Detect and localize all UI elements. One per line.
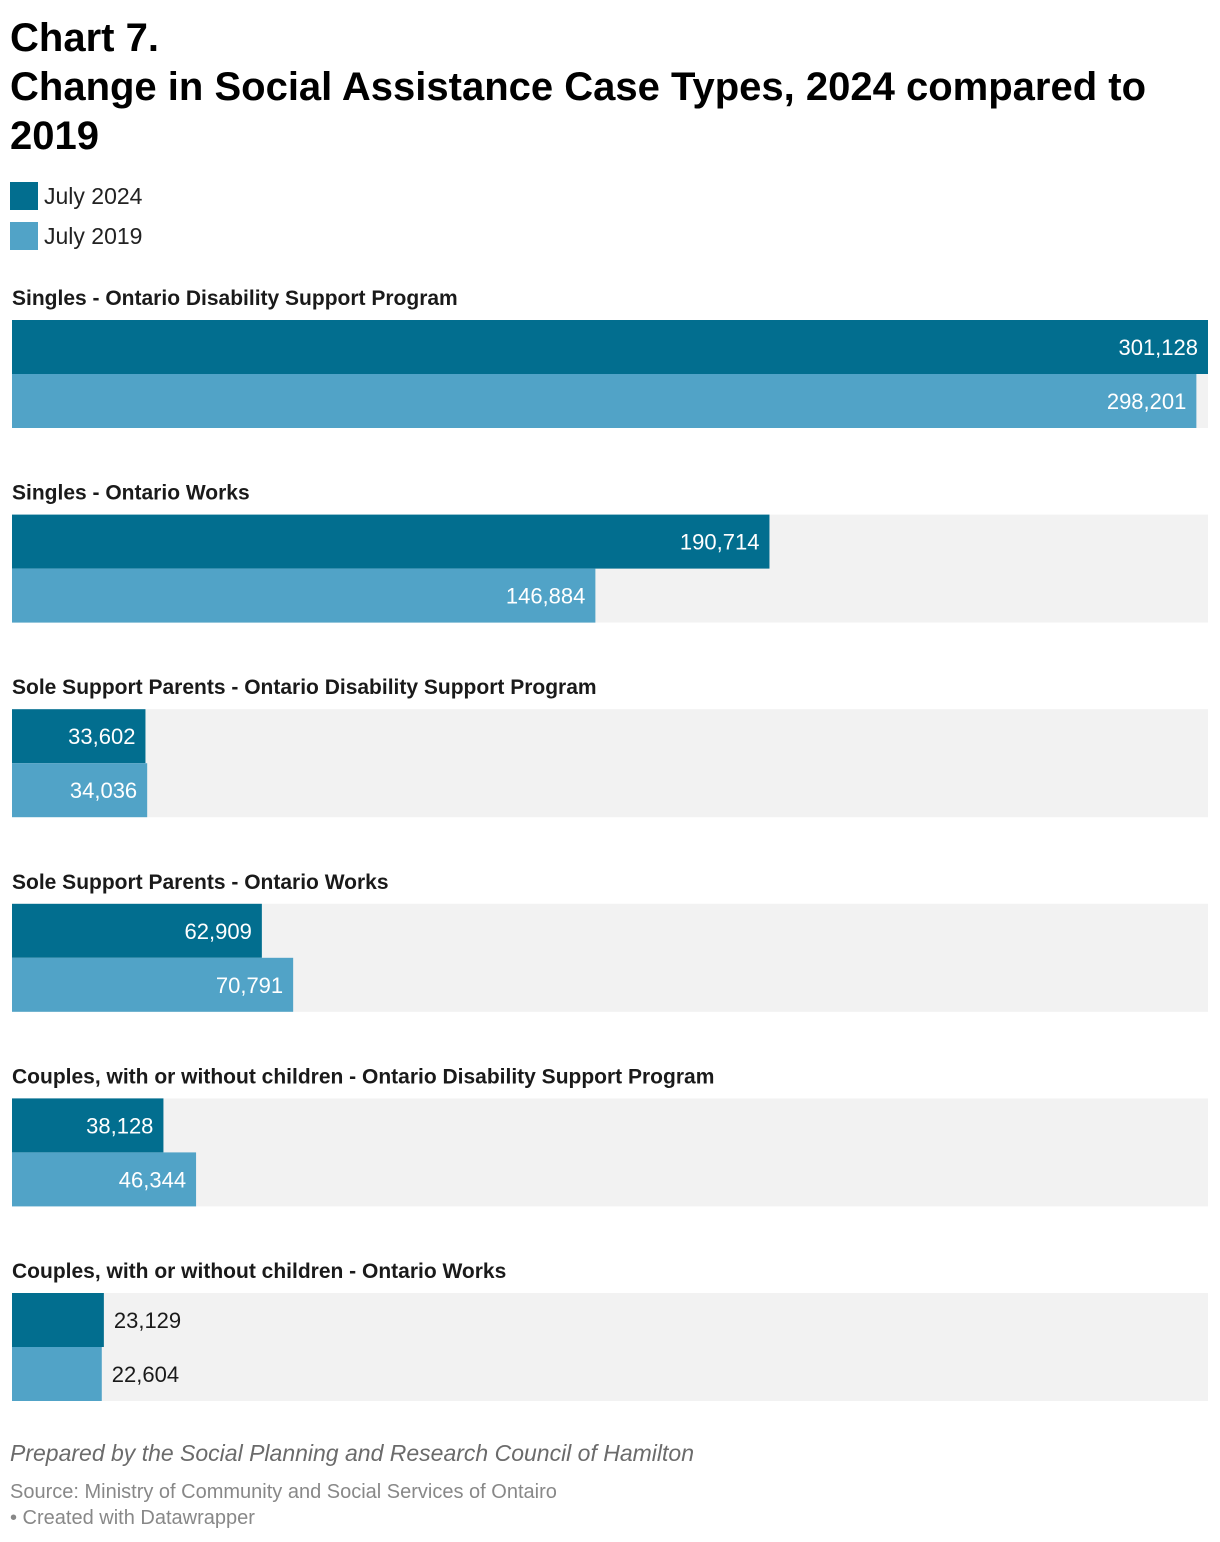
category-label-singles-ontario-works: Singles - Ontario Works (12, 482, 250, 505)
source-note: Source: Ministry of Community and Social… (10, 1481, 557, 1503)
bar-track-couples-with-or-without-children-ontario-works (12, 1293, 1208, 1401)
footer: Prepared by the Social Planning and Rese… (10, 1440, 1210, 1531)
bar-july-2019-sole-support-parents-ontario-works (12, 957, 294, 1012)
value-label-july-2019-couples-with-or-without-children-ontario-works: 22,604 (112, 1362, 179, 1387)
bar-july-2024-singles-ontario-disability-support-program (12, 320, 1208, 374)
bar-july-2019-couples-with-or-without-children-ontario-disability-support-program (12, 1152, 197, 1207)
legend-label-2024: July 2024 (44, 182, 143, 209)
value-label-july-2024-sole-support-parents-ontario-disability-support-program: 33,602 (68, 724, 135, 749)
value-label-july-2019-sole-support-parents-ontario-works: 70,791 (216, 973, 283, 998)
datawrapper-credit: • Created with Datawrapper (10, 1507, 255, 1529)
value-label-july-2024-singles-ontario-works: 190,714 (680, 530, 760, 555)
legend-item-2024: July 2024 (10, 182, 142, 210)
bar-track-couples-with-or-without-children-ontario-disability-support-program (12, 1098, 1208, 1207)
chart-title: Chart 7. Change in Social Assistance Cas… (10, 14, 1210, 161)
value-label-july-2019-singles-ontario-disability-support-program: 298,201 (1107, 389, 1187, 414)
bar-july-2024-sole-support-parents-ontario-disability-support-program (12, 709, 146, 764)
value-label-july-2024-couples-with-or-without-children-ontario-works: 23,129 (114, 1308, 181, 1333)
category-label-couples-with-or-without-children-ontario-works: Couples, with or without children - Onta… (12, 1260, 506, 1283)
legend: July 2024 July 2019 (10, 182, 142, 250)
bar-track-sole-support-parents-ontario-disability-support-program (12, 709, 1208, 818)
category-label-couples-with-or-without-children-ontario-disability-support-program: Couples, with or without children - Onta… (12, 1065, 714, 1088)
bar-july-2019-singles-ontario-works (12, 568, 596, 623)
chart-title-line2: Change in Social Assistance Case Types, … (10, 65, 1146, 158)
category-label-sole-support-parents-ontario-works: Sole Support Parents - Ontario Works (12, 871, 389, 894)
bar-july-2024-singles-ontario-works (12, 514, 770, 569)
value-label-july-2024-singles-ontario-disability-support-program: 301,128 (1118, 335, 1198, 360)
bar-july-2024-sole-support-parents-ontario-works (12, 903, 262, 958)
value-label-july-2024-sole-support-parents-ontario-works: 62,909 (185, 919, 252, 944)
chart-title-line1: Chart 7. (10, 16, 159, 60)
bar-july-2019-couples-with-or-without-children-ontario-works (12, 1347, 102, 1401)
credit-note: Prepared by the Social Planning and Rese… (10, 1440, 695, 1466)
category-label-singles-ontario-disability-support-program: Singles - Ontario Disability Support Pro… (12, 287, 458, 310)
value-label-july-2019-sole-support-parents-ontario-disability-support-program: 34,036 (70, 778, 137, 803)
bar-july-2024-couples-with-or-without-children-ontario-disability-support-program (12, 1098, 164, 1153)
bar-july-2019-singles-ontario-disability-support-program (12, 374, 1197, 428)
value-label-july-2019-singles-ontario-works: 146,884 (506, 584, 586, 609)
bar-july-2019-sole-support-parents-ontario-disability-support-program (12, 763, 148, 818)
category-label-sole-support-parents-ontario-disability-support-program: Sole Support Parents - Ontario Disabilit… (12, 676, 597, 699)
value-label-july-2024-couples-with-or-without-children-ontario-disability-support-program: 38,128 (86, 1113, 153, 1138)
bar-july-2024-couples-with-or-without-children-ontario-works (12, 1293, 104, 1347)
value-label-july-2019-couples-with-or-without-children-ontario-disability-support-program: 46,344 (119, 1167, 186, 1192)
legend-label-2019: July 2019 (44, 222, 143, 249)
legend-swatch-2019 (10, 222, 38, 250)
legend-item-2019: July 2019 (10, 222, 142, 250)
legend-swatch-2024 (10, 182, 38, 210)
